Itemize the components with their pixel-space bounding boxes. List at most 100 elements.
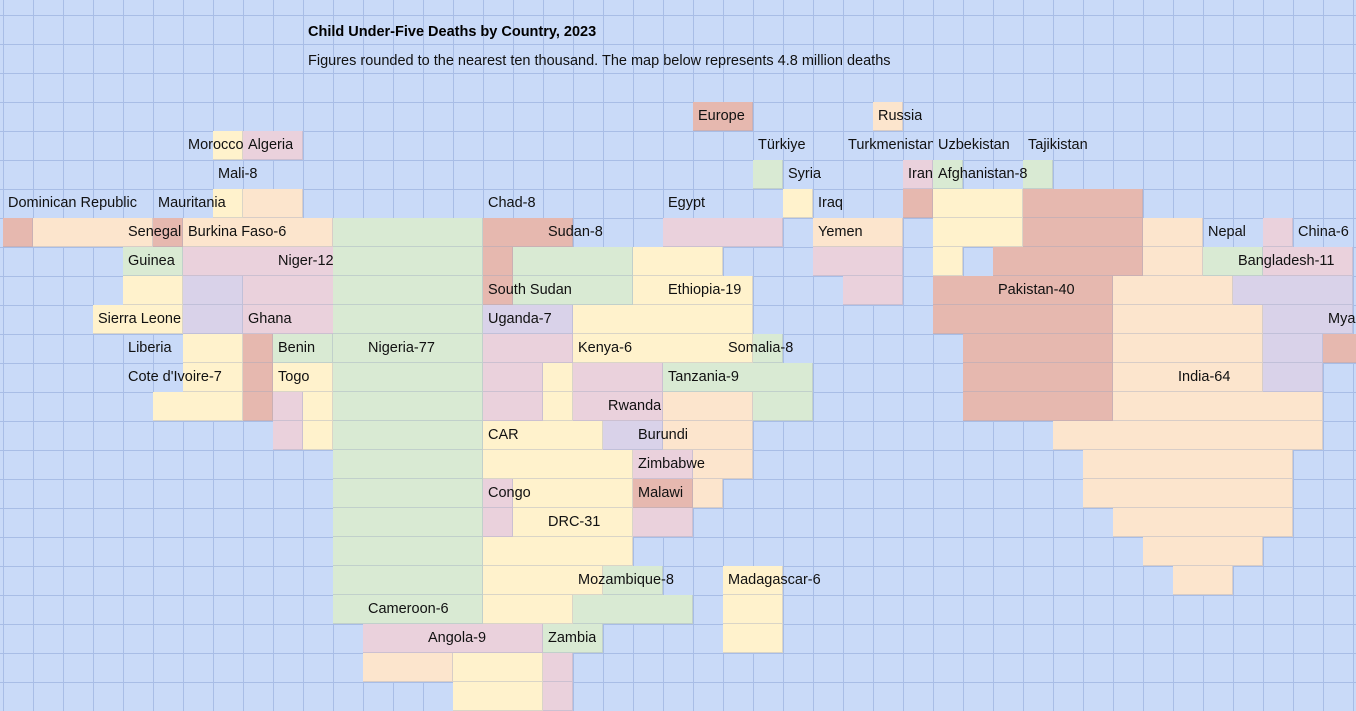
region-cell — [513, 508, 633, 537]
region-cell — [1113, 508, 1293, 537]
region-cell — [333, 218, 483, 247]
region-cell — [483, 537, 633, 566]
region-cell — [153, 218, 183, 247]
country-label-mozambique-8: Mozambique-8 — [578, 572, 674, 588]
region-cell — [1143, 218, 1203, 247]
region-cell — [963, 392, 1113, 421]
country-label-mauritania: Mauritania — [158, 195, 226, 211]
region-cell — [483, 218, 573, 247]
region-cell — [333, 595, 483, 624]
region-cell — [633, 247, 723, 276]
country-label-congo: Congo — [488, 485, 531, 501]
country-label-ethiopia-19: Ethiopia-19 — [668, 282, 742, 298]
country-label-senegal: Senegal — [128, 224, 182, 240]
region-cell — [33, 218, 153, 247]
country-label-iran: Iran — [908, 166, 933, 182]
region-cell — [483, 305, 573, 334]
region-cell — [333, 392, 483, 421]
region-cell — [1023, 189, 1143, 218]
region-cell — [723, 624, 783, 653]
region-cell — [543, 363, 573, 392]
region-cell — [453, 653, 543, 682]
region-cell — [1083, 450, 1293, 479]
region-cell — [843, 276, 903, 305]
region-cell — [333, 247, 483, 276]
region-cell — [1173, 566, 1233, 595]
country-label-drc-31: DRC-31 — [548, 514, 601, 530]
map-canvas: Europe Russia Morocco Algeria Türkiye Turkmen… — [3, 102, 1356, 711]
country-label-t-rkiye: Türkiye — [758, 137, 806, 153]
country-label-angola-9: Angola-9 — [428, 630, 487, 646]
region-cell — [513, 276, 633, 305]
country-label-iraq: Iraq — [818, 195, 843, 211]
region-cell — [1263, 305, 1353, 334]
country-label-cote-d-ivoire-7: Cote d'Ivoire-7 — [128, 369, 222, 385]
region-cell — [183, 334, 243, 363]
region-cell — [153, 392, 243, 421]
country-label-somalia-8: Somalia-8 — [728, 340, 794, 356]
country-label-mya: Mya — [1328, 311, 1356, 327]
region-cell — [543, 653, 573, 682]
region-cell — [1113, 363, 1263, 392]
region-cell — [573, 392, 663, 421]
country-label-afghanistan-8: Afghanistan-8 — [938, 166, 1028, 182]
country-label-europe: Europe — [698, 108, 745, 124]
country-label-liberia: Liberia — [128, 340, 172, 356]
region-cell — [723, 566, 783, 595]
country-label-rwanda: Rwanda — [608, 398, 662, 414]
region-cell — [1143, 247, 1203, 276]
region-cell — [243, 392, 273, 421]
map-subtitle: Figures rounded to the nearest ten thous… — [308, 53, 891, 69]
region-cell — [483, 479, 513, 508]
region-cell — [483, 247, 513, 276]
region-cell — [183, 218, 333, 247]
country-label-sierra-leone: Sierra Leone — [98, 311, 182, 327]
region-cell — [483, 421, 603, 450]
country-label-uganda-7: Uganda-7 — [488, 311, 552, 327]
region-cell — [1323, 334, 1356, 363]
region-cell — [753, 160, 783, 189]
country-label-pakistan-40: Pakistan-40 — [998, 282, 1075, 298]
region-cell — [453, 682, 543, 711]
region-cell — [333, 508, 483, 537]
region-cell — [933, 247, 963, 276]
region-cell — [963, 334, 1113, 363]
country-label-south-sudan: South Sudan — [488, 282, 572, 298]
region-cell — [663, 363, 813, 392]
country-label-china-6: China-6 — [1298, 224, 1349, 240]
region-cell — [483, 276, 513, 305]
region-cell — [573, 334, 753, 363]
region-cell — [333, 566, 483, 595]
region-cell — [273, 392, 303, 421]
region-cell — [933, 160, 963, 189]
country-label-burundi: Burundi — [638, 427, 688, 443]
country-label-algeria: Algeria — [248, 137, 294, 153]
region-cell — [543, 682, 573, 711]
country-label-malawi: Malawi — [638, 485, 684, 501]
region-cell — [303, 392, 333, 421]
country-label-chad-8: Chad-8 — [488, 195, 536, 211]
country-label-cameroon-6: Cameroon-6 — [368, 601, 449, 617]
country-label-mali-8: Mali-8 — [218, 166, 258, 182]
region-cell — [693, 479, 723, 508]
region-cell — [543, 392, 573, 421]
region-cell — [483, 450, 633, 479]
region-cell — [243, 189, 303, 218]
region-cell — [903, 189, 933, 218]
region-cell — [633, 276, 753, 305]
region-cell — [333, 537, 483, 566]
region-cell — [1233, 276, 1353, 305]
region-cell — [3, 218, 33, 247]
region-cell — [1023, 218, 1143, 247]
region-cell — [123, 247, 183, 276]
region-cell — [363, 653, 453, 682]
region-cell — [663, 421, 753, 450]
region-cell — [183, 276, 243, 305]
region-cell — [693, 102, 753, 131]
region-cell — [1113, 392, 1323, 421]
country-label-syria: Syria — [788, 166, 822, 182]
country-label-sudan-8: Sudan-8 — [548, 224, 603, 240]
country-label-uzbekistan: Uzbekistan — [938, 137, 1010, 153]
region-cell — [243, 363, 273, 392]
region-cell — [1203, 247, 1263, 276]
